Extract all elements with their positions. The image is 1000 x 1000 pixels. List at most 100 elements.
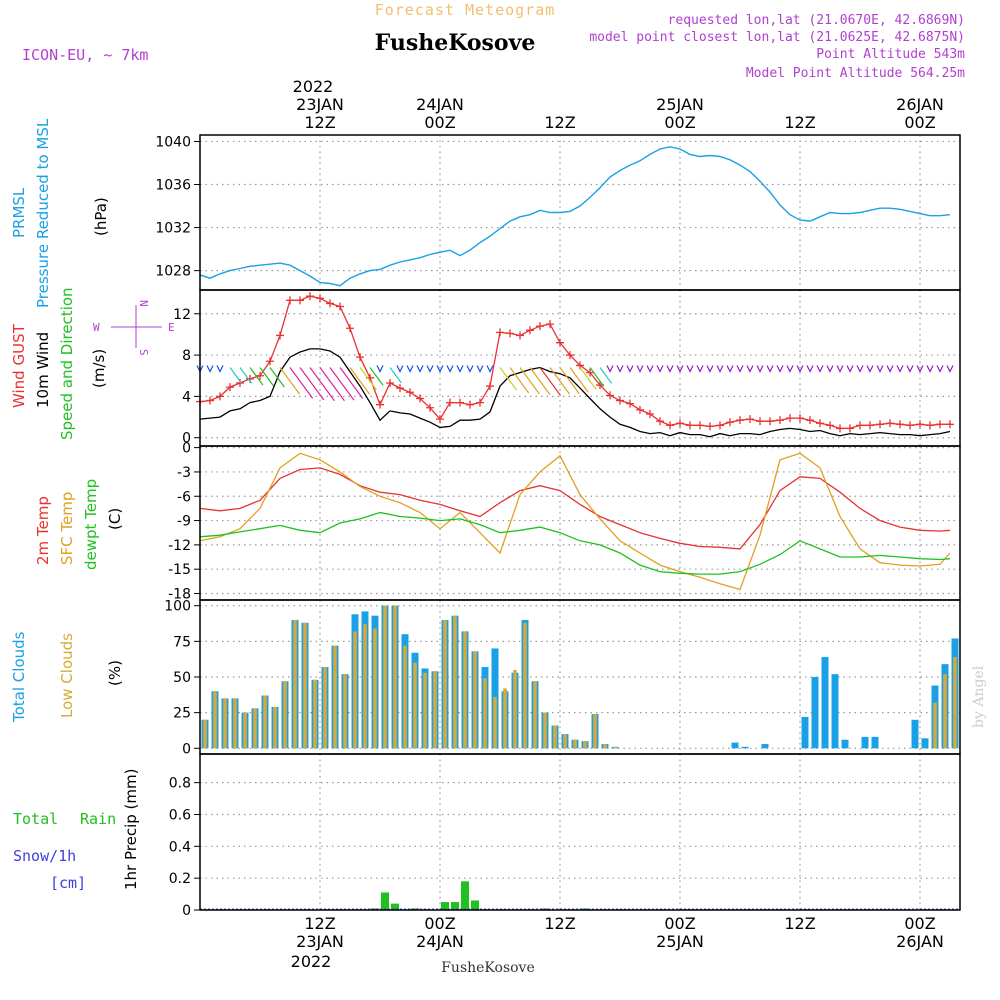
wind-arrow — [666, 365, 674, 373]
low-cloud-bar — [243, 712, 247, 749]
gust-marker — [376, 400, 384, 409]
bottom-time-label: 26JAN — [896, 932, 944, 951]
wind-arrow — [816, 365, 824, 373]
low-cloud-bar — [373, 628, 377, 749]
wind-arrow — [499, 367, 517, 391]
bottom-time-label: 12Z — [544, 914, 575, 933]
wind-arrow — [476, 365, 484, 373]
wind-arrow — [329, 367, 355, 401]
wind-arrow — [549, 367, 571, 395]
wind-arrow — [846, 365, 854, 373]
gust-marker — [536, 322, 544, 331]
super-title: Forecast Meteogram — [375, 1, 556, 19]
low-cloud-bar — [293, 619, 297, 749]
low-cloud-bar — [503, 688, 507, 749]
low-cloud-bar — [403, 645, 407, 749]
gust-marker — [836, 424, 844, 433]
gust-marker — [506, 329, 514, 338]
dewpt-line — [199, 511, 951, 575]
wind-arrow — [289, 367, 314, 399]
precip-ytick-label: 0 — [182, 903, 191, 919]
wind-panel: 0 4 8 12 — [173, 290, 960, 447]
precip-ytick-label: 0.8 — [169, 776, 191, 792]
compass-e-label: E — [168, 321, 175, 334]
wind-ytick-label: 0 — [182, 431, 191, 447]
gust-marker — [786, 414, 794, 423]
total-cloud-bar — [871, 736, 879, 749]
wind-arrow — [906, 365, 914, 373]
wind-arrow — [466, 365, 474, 373]
total-cloud-bar — [801, 716, 809, 749]
wind-arrow — [706, 365, 714, 373]
gust-marker — [796, 414, 804, 423]
low-cloud-bar — [583, 741, 587, 749]
wind-labels: Wind GUST 10m Wind Speed and Direction (… — [10, 287, 175, 440]
low-cloud-bar — [413, 662, 417, 749]
wind-arrow — [339, 367, 364, 399]
wind-arrow — [896, 365, 904, 373]
wind-arrow — [636, 365, 644, 373]
wind-arrow — [646, 365, 654, 373]
gust-marker — [616, 396, 624, 405]
wind-arrow — [369, 367, 384, 386]
watermark: by Angel — [971, 665, 987, 728]
gust-marker — [416, 394, 424, 403]
low-cloud-bar — [573, 739, 577, 749]
wind-arrow — [876, 365, 884, 373]
total-cloud-bar — [841, 739, 849, 749]
temp-ytick-label: -15 — [168, 562, 191, 578]
sfc-temp-label: SFC Temp — [58, 492, 76, 565]
low-cloud-bar — [363, 624, 367, 749]
low-cloud-bar — [233, 698, 237, 749]
pressure-ytick-label: 1040 — [155, 134, 191, 150]
top-time-label: 24JAN — [416, 95, 464, 114]
gust-marker — [866, 421, 874, 430]
low-cloud-bar — [553, 725, 557, 749]
low-cloud-bar — [943, 674, 947, 749]
wind-arrow — [406, 365, 414, 373]
wind-arrow — [309, 367, 335, 402]
bottom-time-label: 00Z — [664, 914, 695, 933]
sfc-temp-line — [199, 452, 951, 591]
bottom-time-label: 00Z — [424, 914, 455, 933]
precip-panel: 0 0.2 0.4 0.6 0.8 — [169, 754, 960, 919]
t2m-line — [199, 467, 951, 550]
total-cloud-bar — [911, 719, 919, 749]
gust-marker — [526, 326, 534, 335]
low-cloud-bar — [443, 619, 447, 749]
wind-arrow — [656, 365, 664, 373]
wind-arrow — [539, 367, 561, 396]
low-cloud-bar — [423, 672, 427, 749]
low-cloud-bar — [283, 681, 287, 749]
wind-arrow — [606, 365, 614, 373]
total-cloud-bar — [761, 744, 769, 749]
low-cloud-bar — [353, 631, 357, 749]
wind-arrow — [259, 367, 274, 387]
pressure-ytick-label: 1036 — [155, 178, 191, 194]
gust-marker — [606, 391, 614, 400]
prmsl-label: PRMSL — [10, 187, 28, 238]
clouds-ytick-label: 75 — [173, 634, 191, 650]
wind-arrow — [676, 365, 684, 373]
gust-marker — [286, 296, 294, 305]
low-clouds-label: Low Clouds — [58, 633, 76, 718]
wind-arrow — [249, 367, 264, 386]
wind-arrow — [826, 365, 834, 373]
gust-marker — [716, 421, 724, 430]
pressure-unit-label: (hPa) — [92, 197, 110, 236]
top-time-label: 12Z — [784, 113, 815, 132]
wind-arrow — [736, 365, 744, 373]
precip-ytick-label: 0.6 — [169, 807, 191, 823]
low-cloud-bar — [323, 667, 327, 749]
top-time-label: 12Z — [544, 113, 575, 132]
top-time-label: 23JAN — [296, 95, 344, 114]
wind-arrow — [866, 365, 874, 373]
wind-arrow — [626, 365, 634, 373]
wind-arrow — [509, 367, 530, 394]
gust-marker — [216, 392, 224, 401]
gust-marker — [346, 324, 354, 333]
wind-arrow — [426, 365, 434, 373]
total-cloud-bar — [831, 674, 839, 749]
bottom-time-label: 12Z — [784, 914, 815, 933]
